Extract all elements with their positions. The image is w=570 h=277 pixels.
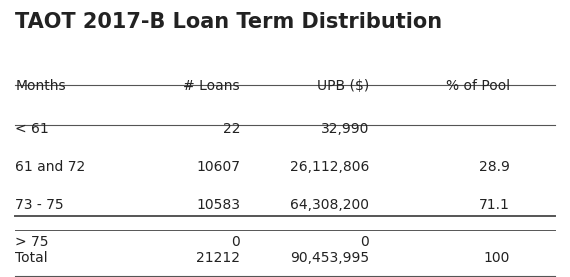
Text: 28.9: 28.9: [479, 160, 510, 174]
Text: 71.1: 71.1: [479, 198, 510, 212]
Text: 10583: 10583: [196, 198, 240, 212]
Text: 100: 100: [483, 251, 510, 265]
Text: 73 - 75: 73 - 75: [15, 198, 64, 212]
Text: UPB ($): UPB ($): [317, 79, 369, 93]
Text: < 61: < 61: [15, 122, 49, 136]
Text: Total: Total: [15, 251, 48, 265]
Text: TAOT 2017-B Loan Term Distribution: TAOT 2017-B Loan Term Distribution: [15, 12, 442, 32]
Text: 90,453,995: 90,453,995: [290, 251, 369, 265]
Text: # Loans: # Loans: [184, 79, 240, 93]
Text: > 75: > 75: [15, 235, 49, 249]
Text: 61 and 72: 61 and 72: [15, 160, 86, 174]
Text: 0: 0: [231, 235, 240, 249]
Text: % of Pool: % of Pool: [446, 79, 510, 93]
Text: 26,112,806: 26,112,806: [290, 160, 369, 174]
Text: 32,990: 32,990: [321, 122, 369, 136]
Text: Months: Months: [15, 79, 66, 93]
Text: 10607: 10607: [196, 160, 240, 174]
Text: 22: 22: [222, 122, 240, 136]
Text: 21212: 21212: [196, 251, 240, 265]
Text: 0: 0: [360, 235, 369, 249]
Text: 64,308,200: 64,308,200: [290, 198, 369, 212]
